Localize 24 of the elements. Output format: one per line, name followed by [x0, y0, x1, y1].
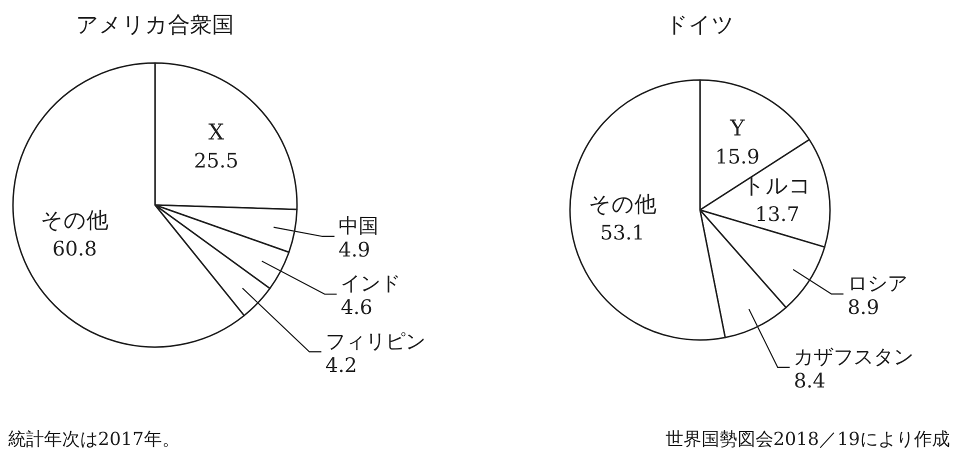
data-label: 25.5: [194, 148, 238, 173]
slice-label: Y: [729, 116, 746, 142]
data-label: 53.1: [600, 220, 645, 245]
slice-label: カザフスタン: [794, 344, 914, 368]
text: 世界国勢図会2018／19により作成: [665, 429, 950, 450]
slice-label: 中国: [338, 213, 378, 238]
slice-label: その他: [588, 192, 656, 218]
data-label: 60.8: [52, 236, 97, 260]
slice-label: トルコ: [742, 174, 812, 200]
chart-title: ドイツ: [666, 13, 734, 38]
data-label: 8.4: [794, 368, 826, 392]
data-label: 8.9: [847, 295, 880, 319]
text: 統計年次は2017年。: [8, 429, 180, 450]
data-label: 4.6: [340, 295, 373, 320]
slice-label: X: [208, 120, 224, 146]
data-label: 15.9: [715, 144, 760, 169]
data-label: 13.7: [754, 202, 800, 226]
slice-label: フィリピン: [325, 328, 426, 353]
slice-label: ロシア: [847, 271, 908, 295]
slice-label: その他: [40, 208, 109, 234]
chart-title: アメリカ合衆国: [76, 13, 234, 38]
data-label: 4.9: [338, 237, 370, 262]
data-label: 4.2: [325, 352, 358, 377]
slice-label: インド: [340, 271, 401, 296]
